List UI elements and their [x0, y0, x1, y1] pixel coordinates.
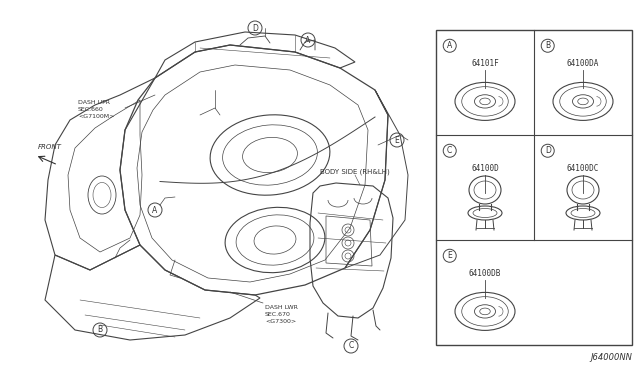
Text: DASH UPR
SEC.660
<G7100M>: DASH UPR SEC.660 <G7100M> [78, 100, 115, 119]
Text: DASH LWR
SEC.670
<G7300>: DASH LWR SEC.670 <G7300> [265, 305, 298, 324]
Text: 64100DB: 64100DB [469, 269, 501, 278]
Text: C: C [447, 146, 452, 155]
Text: J64000NN: J64000NN [590, 353, 632, 362]
Text: BODY SIDE (RH&LH): BODY SIDE (RH&LH) [320, 169, 390, 175]
Text: D: D [545, 146, 550, 155]
Text: C: C [348, 341, 354, 350]
Text: A: A [152, 205, 157, 215]
Text: 64100DC: 64100DC [567, 164, 599, 173]
Text: B: B [97, 326, 102, 334]
Text: 64100DA: 64100DA [567, 59, 599, 68]
Text: E: E [395, 135, 399, 144]
Text: A: A [305, 35, 310, 45]
Text: A: A [447, 41, 452, 50]
Text: B: B [545, 41, 550, 50]
Text: 64100D: 64100D [471, 164, 499, 173]
Text: FRONT: FRONT [38, 144, 62, 150]
Text: D: D [252, 23, 258, 32]
Text: 64101F: 64101F [471, 59, 499, 68]
Text: E: E [447, 251, 452, 260]
Bar [436, 30, 632, 345]
